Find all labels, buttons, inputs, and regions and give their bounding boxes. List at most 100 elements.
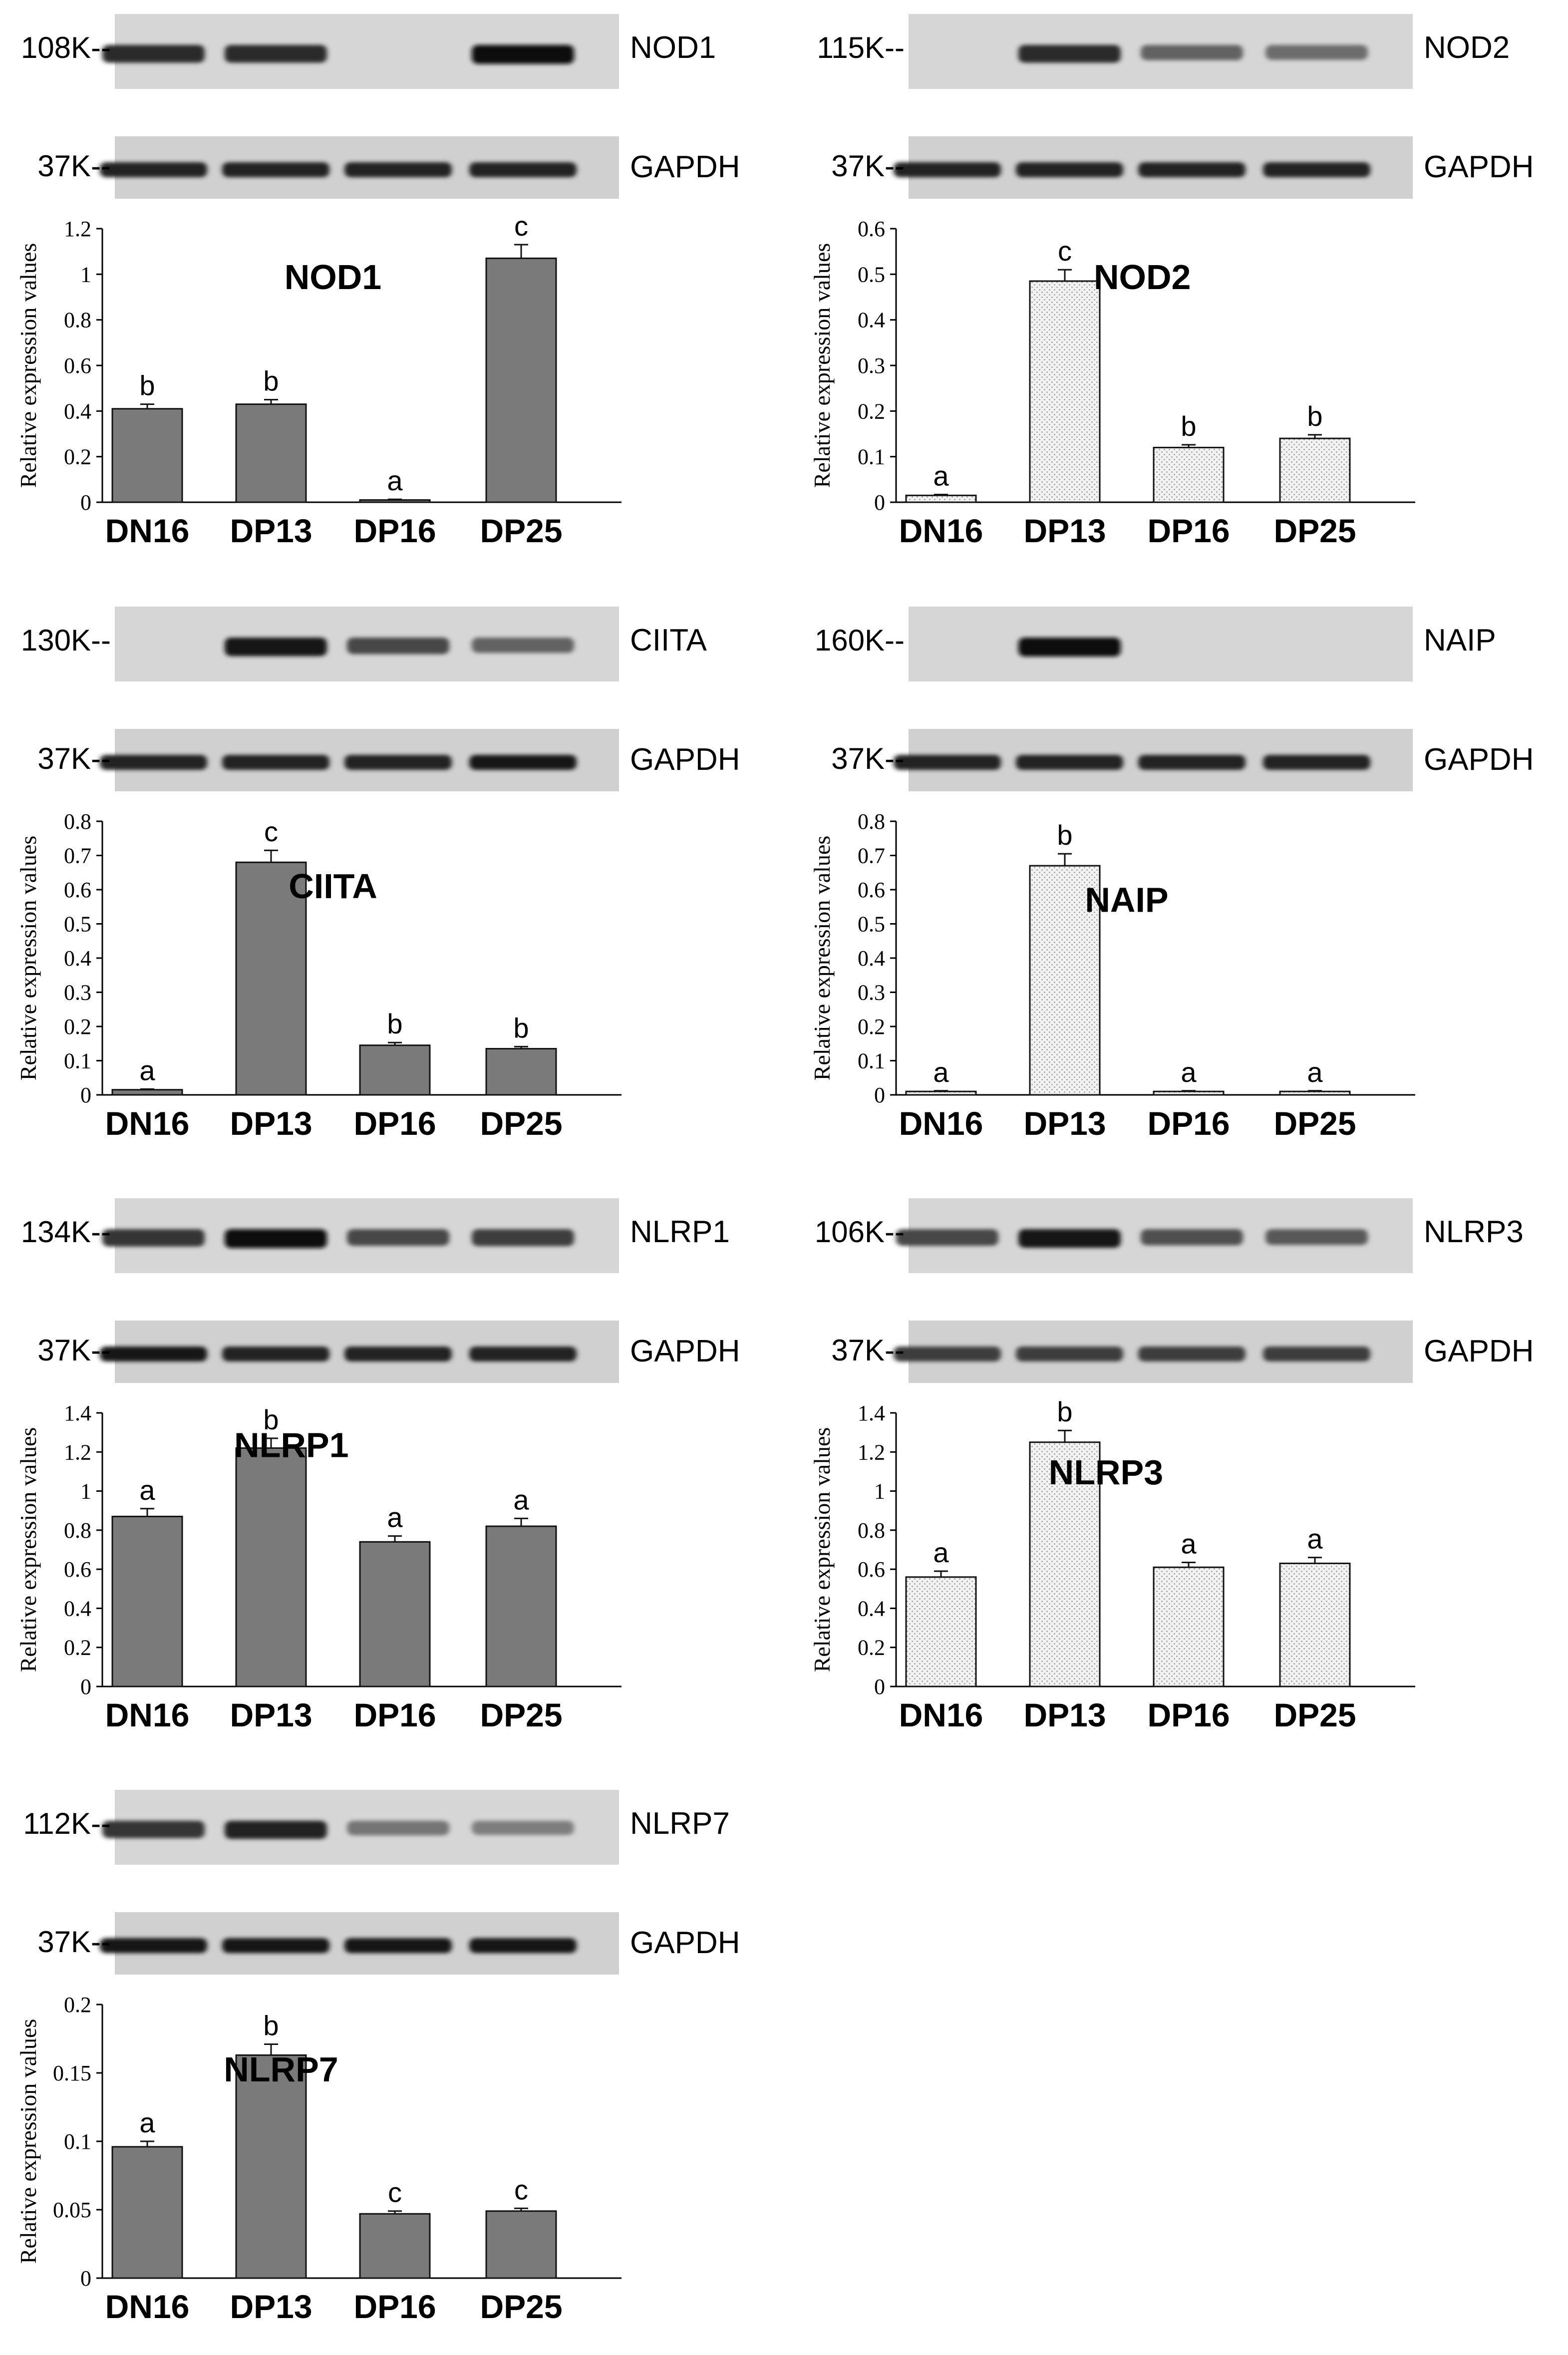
band-nod2-lane-3 [1141,45,1243,60]
band-nlrp7-lane-2 [225,1821,327,1839]
band-ciita-lane-2 [225,638,327,657]
y-tick-label: 1.2 [64,1440,91,1464]
y-tick-label: 0 [80,1083,91,1107]
y-tick-label: 0.2 [64,445,91,469]
bar-dp25 [485,257,557,503]
y-tick-label: 0.6 [858,217,885,241]
bar-dp25 [485,1048,557,1096]
significance-letter: b [263,1404,279,1435]
bar-dp25 [1279,1562,1351,1687]
bar-dn16 [111,1089,183,1096]
x-tick-label: DN16 [105,1696,190,1733]
band-gapdh-lane-1 [894,162,1001,177]
loading-control-label: GAPDH [630,150,740,184]
bar-dp16 [359,499,431,503]
marker-label: 112K-- [23,1807,111,1840]
y-tick-label: 0.8 [858,1518,885,1543]
band-nlrp1-lane-1 [102,1229,205,1247]
y-tick-label: 0.6 [64,1557,91,1582]
y-tick-label: 0.2 [64,1014,91,1039]
y-tick-label: 1.4 [64,1401,91,1425]
significance-letter: a [933,460,949,491]
y-tick-label: 0 [80,490,91,515]
bar-dp13 [235,403,307,503]
y-tick-label: 0.8 [64,809,91,834]
panel-ciita: 130K-- CIITA 37K-- GAPDH 0 0.1 0.2 0.3 0.4 0.5 0.6… [15,607,740,1142]
y-tick-label: 0.4 [858,1596,885,1621]
significance-letter: c [1058,235,1072,267]
y-tick-label: 0.8 [858,809,885,834]
band-naip-lane-2 [1018,638,1121,657]
y-tick-label: 0.6 [858,1557,885,1582]
band-nlrp3-lane-3 [1141,1229,1243,1246]
significance-letter: c [388,2177,402,2208]
y-tick-label: 0.6 [64,878,91,902]
bar-dp16 [359,1044,431,1096]
bar-dn16 [905,494,977,503]
x-tick-label: DP16 [1147,512,1230,549]
y-tick-label: 0.2 [858,1014,885,1039]
chart-title: NLRP3 [1049,1453,1163,1492]
x-tick-label: DP16 [353,1105,436,1142]
bar-dp16 [359,2213,431,2279]
y-tick-label: 0.2 [858,1636,885,1660]
chart-title: NLRP7 [224,2050,338,2089]
significance-letter: b [263,365,279,397]
significance-letter: c [514,210,528,242]
band-nlrp3-lane-4 [1265,1229,1368,1245]
y-tick-label: 0.4 [64,946,91,971]
band-ciita-lane-4 [472,638,574,653]
y-tick-label: 0.7 [858,844,885,868]
bar-dp25 [1279,1090,1351,1096]
y-tick-label: 0.1 [858,445,885,469]
marker-label: 37K-- [37,742,111,775]
panel-nlrp3: 106K-- NLRP3 37K-- GAPDH 0 0.2 0.4 0.6 0.8 1 1.2 1.… [809,1198,1534,1733]
band-gapdh-lane-4 [1263,162,1370,177]
x-tick-label: DP25 [1273,1105,1356,1142]
band-gapdh-lane-3 [344,755,452,770]
band-nlrp3-lane-2 [1018,1229,1121,1248]
protein-label: NLRP1 [630,1215,730,1249]
bar-dp16 [1153,1090,1225,1096]
significance-letter: a [1307,1523,1323,1555]
marker-label: 37K-- [831,742,905,775]
bar-dp25 [485,2210,557,2279]
band-gapdh-lane-1 [100,1938,207,1953]
panel-nlrp1: 134K-- NLRP1 37K-- GAPDH 0 0.2 0.4 0.6 0.8 1 1.2 1.… [15,1198,740,1733]
chart-nlrp3: 0 0.2 0.4 0.6 0.8 1 1.2 1.4 Relative expression … [809,1396,1415,1733]
band-nlrp7-lane-3 [347,1821,449,1836]
y-tick-label: 0.1 [64,1049,91,1073]
significance-letter: a [513,1484,529,1515]
marker-label: 37K-- [831,1334,905,1367]
band-gapdh-lane-2 [222,1346,329,1361]
bar-dp13 [235,2054,307,2279]
bar-dp13 [1029,1441,1101,1687]
band-gapdh-lane-3 [1138,755,1246,770]
band-gapdh-lane-1 [100,755,207,770]
significance-letter: b [1181,410,1196,442]
band-gapdh-lane-3 [1138,1346,1246,1361]
band-nod2-lane-2 [1018,45,1121,63]
loading-control-label: GAPDH [630,742,740,777]
band-nlrp3-lane-1 [896,1229,998,1246]
bar-dp16 [1153,446,1225,503]
significance-letter: a [139,2107,155,2138]
protein-label: NOD1 [630,30,716,65]
protein-label: CIITA [630,623,707,658]
band-gapdh-lane-4 [469,1346,577,1361]
significance-letter: c [264,816,278,847]
band-nlrp1-lane-2 [225,1229,327,1248]
marker-label: 37K-- [37,149,111,183]
loading-control-label: GAPDH [1424,742,1534,777]
y-axis-label: Relative expression values [809,243,835,488]
y-tick-label: 1.2 [858,1440,885,1464]
protein-label: NLRP7 [630,1806,730,1841]
x-tick-label: DP13 [1023,1696,1106,1733]
significance-letter: b [1057,1396,1072,1427]
significance-letter: c [514,2174,528,2205]
chart-title: NAIP [1085,881,1168,920]
band-gapdh-lane-3 [344,1938,452,1953]
band-gapdh-lane-2 [1016,1346,1123,1361]
x-tick-label: DP25 [480,512,562,549]
